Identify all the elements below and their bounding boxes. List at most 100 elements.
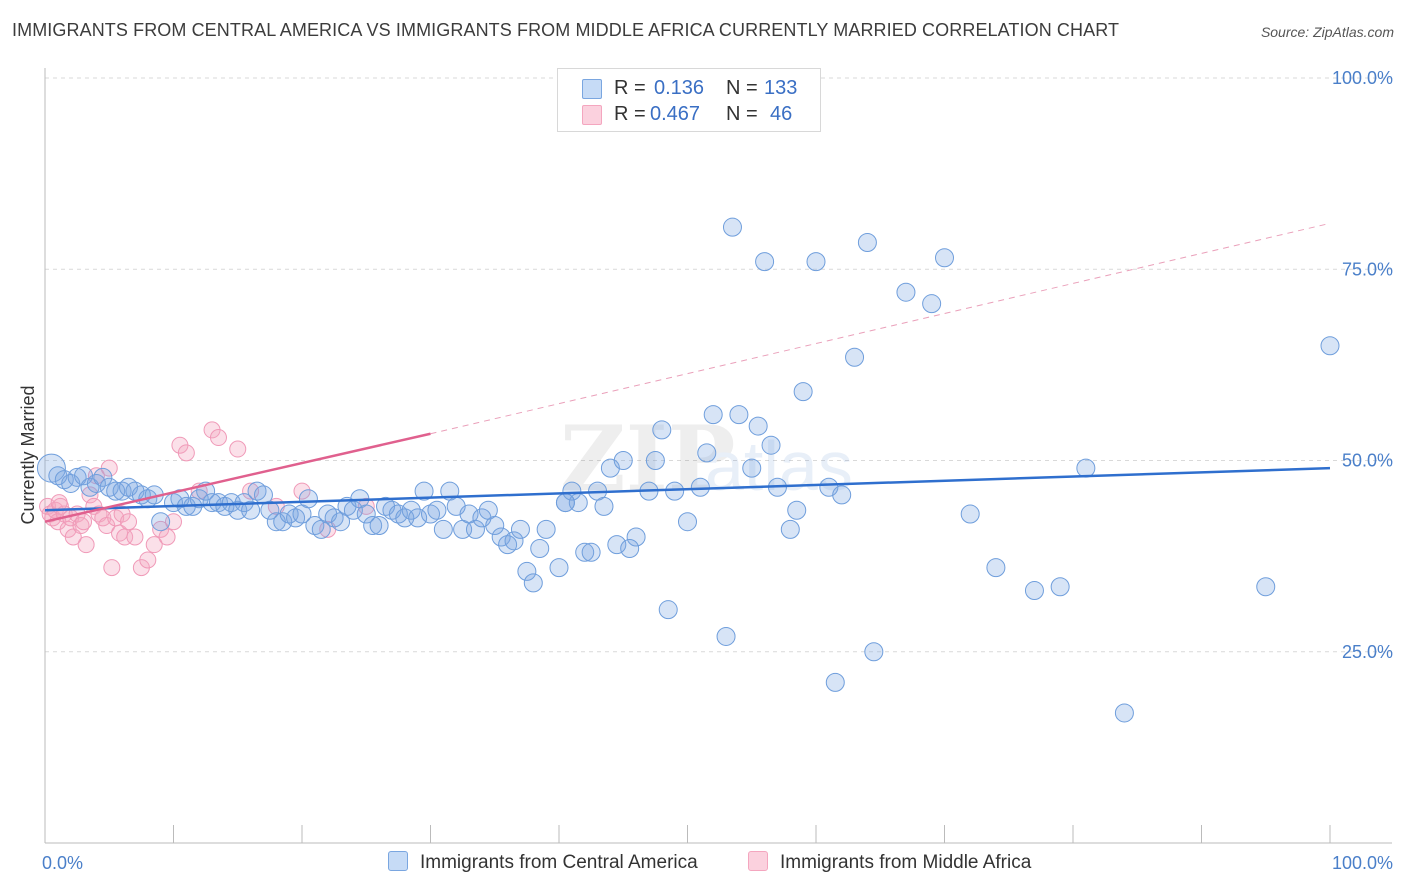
data-point-central-america (761, 435, 781, 455)
data-point-central-america (1256, 577, 1276, 597)
data-point-central-america (594, 496, 614, 516)
data-point-central-america (523, 573, 543, 593)
data-point-central-america (626, 527, 646, 547)
grid-lines (45, 77, 1392, 653)
data-point-central-america (414, 481, 434, 501)
data-point-central-america (697, 443, 717, 463)
data-point-middle-africa (293, 482, 311, 500)
legend: R = 0.136 N = 133 R = 0.467 N = 46 (557, 68, 821, 132)
data-point-central-america (896, 282, 916, 302)
data-point-central-america (780, 519, 800, 539)
bottom-legend-swatch-blue (388, 851, 408, 871)
data-point-middle-africa (50, 494, 68, 512)
data-point-middle-africa (158, 528, 176, 546)
data-point-central-america (986, 558, 1006, 578)
data-point-central-america (298, 489, 318, 509)
data-point-central-america (356, 504, 376, 524)
data-point-middle-africa (145, 536, 163, 554)
data-point-central-america (401, 500, 421, 520)
trend-lines (44, 222, 1331, 523)
data-point-central-america (427, 500, 447, 520)
y-tick-label: 75.0% (1342, 259, 1393, 279)
data-point-central-america (485, 516, 505, 536)
data-point-central-america (832, 485, 852, 505)
data-point-central-america (665, 481, 685, 501)
series-middle-africa (39, 421, 375, 577)
data-point-central-america (273, 512, 293, 532)
data-point-central-america (793, 382, 813, 402)
data-point-central-america (530, 538, 550, 558)
bottom-legend-middle-africa: Immigrants from Middle Africa (748, 851, 1031, 874)
data-point-middle-africa (139, 551, 157, 569)
data-point-middle-africa (81, 486, 99, 504)
y-tick-label: 50.0% (1342, 451, 1393, 471)
data-point-central-america (536, 519, 556, 539)
data-point-central-america (620, 538, 640, 558)
data-point-central-america (189, 489, 209, 509)
data-point-central-america (729, 405, 749, 425)
legend-n-label: N = (726, 77, 758, 99)
data-point-middle-africa (120, 513, 138, 531)
data-point-central-america (645, 451, 665, 470)
data-point-central-america (581, 542, 601, 562)
data-point-central-america (857, 232, 877, 252)
data-point-middle-africa (126, 528, 144, 546)
trend-line-central-america (44, 466, 1331, 512)
data-point-central-america (960, 504, 980, 524)
data-point-central-america (510, 519, 530, 539)
data-point-middle-africa (77, 536, 95, 554)
data-point-middle-africa (177, 444, 195, 462)
trend-line-middle-africa-extension (430, 222, 1331, 435)
data-point-central-america (703, 405, 723, 425)
data-point-central-america (845, 347, 865, 367)
data-point-central-america (549, 558, 569, 578)
data-point-central-america (690, 477, 710, 497)
data-point-central-america (562, 481, 582, 501)
data-point-central-america (408, 508, 428, 528)
data-point-central-america (922, 294, 942, 314)
source-label: Source: ZipAtlas.com (1260, 24, 1394, 40)
series-central-america (36, 217, 1340, 723)
data-point-central-america (491, 527, 511, 547)
chart-title: IMMIGRANTS FROM CENTRAL AMERICA VS IMMIG… (12, 20, 1120, 40)
data-point-central-america (658, 600, 678, 620)
y-tick-label: 100.0% (1332, 68, 1393, 88)
data-point-central-america (1050, 577, 1070, 597)
y-axis-label: Currently Married (18, 385, 38, 524)
data-point-middle-africa (103, 559, 121, 577)
data-point-central-america (517, 561, 537, 581)
legend-r-value: 0.136 (654, 77, 705, 99)
data-point-central-america (787, 500, 807, 520)
data-point-middle-africa (209, 429, 227, 447)
bottom-legend-label: Immigrants from Central America (420, 852, 698, 873)
data-point-central-america (755, 252, 775, 272)
data-point-central-america (864, 642, 884, 662)
legend-r-value: 0.467 (650, 103, 701, 125)
data-point-central-america (106, 481, 126, 501)
legend-n-value: 46 (770, 103, 793, 125)
legend-n-label: N = (726, 103, 758, 125)
data-point-central-america (93, 467, 113, 487)
legend-r-label: R = (614, 77, 646, 99)
legend-swatch-pink (582, 105, 602, 125)
data-point-central-america (67, 467, 87, 487)
data-point-central-america (151, 512, 171, 532)
data-point-central-america (433, 519, 453, 539)
data-point-central-america (722, 217, 742, 237)
data-point-middle-africa (165, 513, 182, 531)
data-point-central-america (465, 519, 485, 539)
trend-line-middle-africa (44, 432, 431, 523)
data-point-central-america (202, 493, 222, 513)
data-point-central-america (1114, 703, 1134, 723)
data-point-central-america (260, 500, 280, 520)
data-point-central-america (678, 512, 697, 532)
legend-r-label: R = (614, 103, 646, 125)
x-tick-label: 100.0% (1332, 853, 1393, 873)
data-point-central-america (607, 535, 627, 555)
data-point-central-america (504, 531, 524, 551)
data-point-central-america (825, 672, 845, 692)
data-point-central-america (742, 458, 762, 478)
data-point-central-america (716, 626, 736, 646)
data-point-central-america (613, 451, 633, 470)
